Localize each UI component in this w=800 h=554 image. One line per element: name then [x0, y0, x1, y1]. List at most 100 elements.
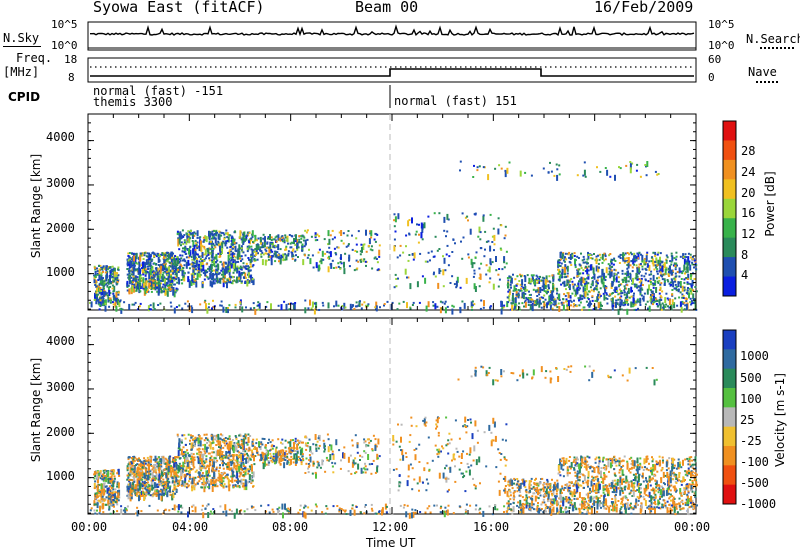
- echo-cell: [184, 475, 187, 482]
- echo-cell: [659, 295, 662, 298]
- echo-cell: [130, 276, 133, 279]
- echo-cell: [270, 255, 273, 262]
- echo-cell: [205, 437, 207, 440]
- echo-cell: [256, 258, 259, 261]
- echo-cell: [181, 282, 184, 285]
- echo-cell: [204, 299, 207, 302]
- echo-cell: [162, 275, 165, 282]
- echo-cell: [593, 273, 596, 280]
- echo-cell: [139, 286, 142, 288]
- echo-cell: [254, 259, 257, 262]
- echo-cell: [95, 485, 98, 488]
- echo-cell: [455, 286, 458, 289]
- echo-cell: [673, 262, 676, 265]
- echo-cell: [489, 263, 492, 266]
- echo-cell: [543, 301, 546, 308]
- echo-cell: [160, 494, 163, 501]
- echo-cell: [137, 485, 140, 492]
- echo-cell: [586, 293, 589, 296]
- echo-cell: [109, 481, 112, 484]
- echo-cell: [184, 457, 186, 464]
- echo-cell: [103, 482, 106, 485]
- echo-cell: [334, 252, 337, 254]
- echo-cell: [105, 265, 108, 272]
- echo-cell: [134, 277, 137, 280]
- echo-cell: [187, 470, 190, 473]
- echo-cell: [211, 458, 214, 461]
- echo-cell: [545, 292, 548, 295]
- echo-cell: [159, 489, 162, 492]
- echo-cell: [179, 265, 181, 268]
- echo-cell: [222, 485, 225, 488]
- echo-cell: [294, 250, 297, 253]
- echo-cell: [284, 236, 287, 239]
- echo-cell: [96, 270, 99, 273]
- echo-cell: [130, 462, 133, 465]
- echo-cell: [289, 246, 292, 249]
- echo-cell: [192, 241, 195, 248]
- echo-cell: [632, 258, 635, 265]
- echo-cell: [193, 258, 196, 261]
- echo-cell: [213, 273, 216, 276]
- echo-cell: [574, 266, 577, 269]
- echo-cell: [105, 292, 108, 295]
- echo-cell: [678, 267, 681, 274]
- echo-cell: [128, 267, 131, 270]
- echo-cell: [430, 250, 433, 253]
- echo-cell: [694, 286, 697, 288]
- echo-cell: [487, 174, 490, 181]
- echo-cell: [359, 300, 361, 303]
- echo-cell: [188, 480, 190, 483]
- echo-cell: [238, 485, 241, 488]
- echo-cell: [691, 261, 694, 264]
- echo-cell: [665, 261, 668, 264]
- echo-cell: [646, 265, 649, 268]
- echo-cell: [158, 467, 161, 474]
- echo-cell: [173, 459, 176, 462]
- echo-cell: [669, 281, 672, 284]
- echo-cell: [634, 285, 637, 288]
- echo-cell: [685, 303, 688, 310]
- echo-cell: [663, 278, 666, 281]
- echo-cell: [434, 235, 437, 238]
- echo-cell: [518, 306, 521, 309]
- echo-cell: [656, 264, 659, 267]
- echo-cell: [144, 476, 146, 479]
- echo-cell: [138, 463, 140, 466]
- echo-cell: [201, 260, 204, 262]
- echo-cell: [117, 482, 120, 485]
- echo-cell: [539, 275, 541, 278]
- echo-cell: [173, 269, 176, 272]
- echo-cell: [194, 248, 197, 251]
- echo-cell: [546, 288, 549, 291]
- echo-cell: [393, 219, 396, 222]
- echo-cell: [93, 267, 96, 270]
- echo-cell: [576, 287, 579, 294]
- echo-cell: [564, 294, 567, 297]
- echo-cell: [275, 254, 278, 257]
- echo-cell: [174, 457, 177, 460]
- echo-cell: [521, 279, 524, 286]
- echo-cell: [339, 257, 342, 260]
- echo-cell: [557, 260, 560, 263]
- echo-cell: [591, 281, 594, 284]
- echo-cell: [230, 236, 233, 239]
- echo-cell: [661, 266, 664, 273]
- echo-cell: [109, 266, 112, 269]
- echo-cell: [265, 249, 268, 252]
- echo-cell: [566, 292, 569, 294]
- echo-cell: [154, 460, 157, 463]
- echo-cell: [590, 289, 593, 292]
- echo-cell: [634, 303, 637, 306]
- echo-cell: [568, 280, 571, 283]
- echo-cell: [252, 264, 255, 267]
- echo-cell: [626, 300, 629, 303]
- echo-cell: [171, 280, 174, 282]
- echo-cell: [638, 281, 641, 284]
- echo-cell: [635, 308, 637, 311]
- echo-cell: [623, 302, 626, 304]
- echo-cell: [107, 477, 110, 484]
- echo-cell: [162, 456, 165, 459]
- echo-cell: [140, 470, 143, 473]
